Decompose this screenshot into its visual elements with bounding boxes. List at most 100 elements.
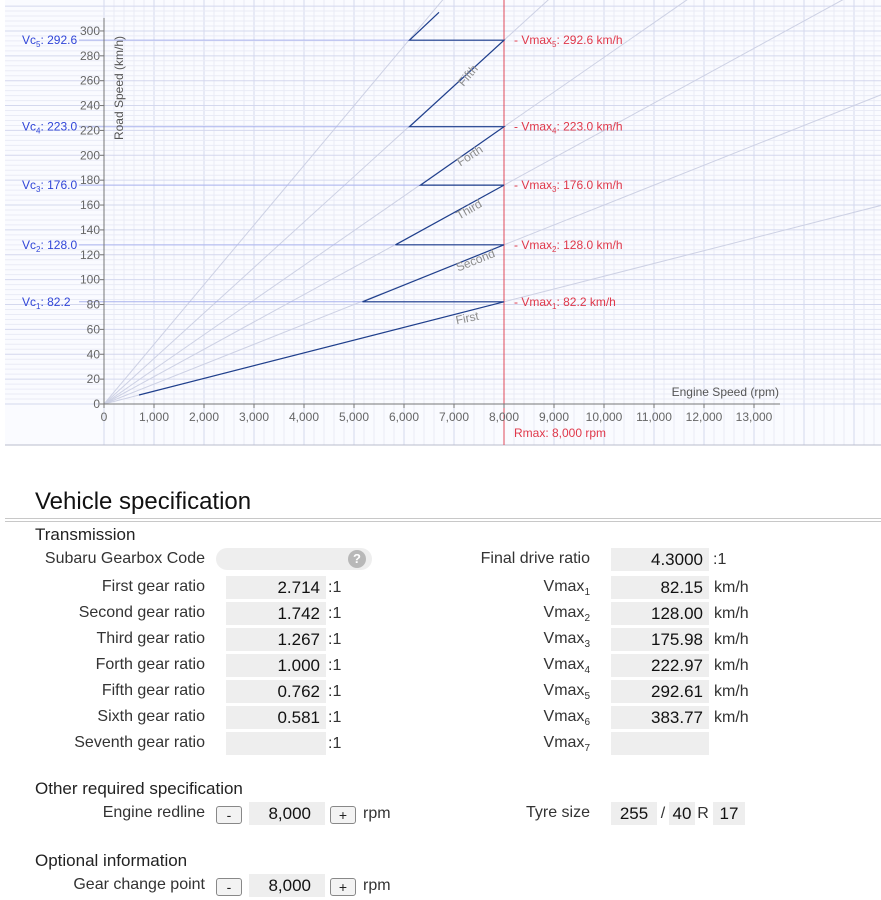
vmax-label-text: Vmax — [543, 578, 585, 595]
tyre-size-label: Tyre size — [525, 804, 590, 821]
section-divider-2 — [5, 521, 881, 522]
final-drive-unit: :1 — [713, 551, 727, 568]
y-tick-label: 140 — [80, 223, 100, 237]
vmax-unit: km/h — [714, 683, 749, 700]
gear-ratio-input[interactable]: 0.581 — [226, 706, 326, 729]
vmax-value — [611, 732, 709, 755]
gear-change-label: Gear change point — [73, 876, 205, 893]
vmax-label-text: Vmax — [543, 630, 585, 647]
section-title: Vehicle specification — [35, 488, 252, 515]
engine-redline-unit: rpm — [363, 805, 391, 822]
vmax-label-text: Vmax — [543, 656, 585, 673]
vmax-value: 175.98 — [611, 628, 709, 651]
vmax-label-text: Vmax — [543, 708, 585, 725]
vmax-label-text: Vmax — [543, 682, 585, 699]
y-axis-label: Road Speed (km/h) — [112, 36, 126, 140]
vmax-label-subscript: 4 — [584, 665, 590, 677]
gear-ratio-label: Third gear ratio — [96, 630, 206, 647]
y-tick-label: 60 — [87, 322, 101, 336]
vmax-annotation: - Vmax4: 223.0 km/h — [514, 120, 623, 136]
y-tick-label: 180 — [80, 173, 100, 187]
gear-change-input[interactable]: 8,000 — [249, 874, 325, 897]
vmax-annotation: - Vmax1: 82.2 km/h — [514, 295, 616, 311]
vmax-label: Vmax6 — [480, 708, 590, 728]
x-tick-label: 13,000 — [736, 410, 773, 424]
vmax-annotation: - Vmax3: 176.0 km/h — [514, 178, 623, 194]
gear-change-increment-button[interactable]: + — [330, 878, 356, 896]
engine-redline-input[interactable]: 8,000 — [249, 802, 325, 825]
gear-change-unit: rpm — [363, 877, 391, 894]
y-tick-label: 240 — [80, 99, 100, 113]
speed-chart: - Vmax1: 82.2 km/h Vc1: 82.2 - Vmax2: 128.… — [0, 0, 881, 447]
gear-ratio-input[interactable]: 1.742 — [226, 602, 326, 625]
gearbox-code-select[interactable] — [216, 548, 372, 570]
transmission-heading: Transmission — [35, 525, 136, 544]
gear-ratio-input[interactable]: 1.000 — [226, 654, 326, 677]
speed-chart-svg: - Vmax1: 82.2 km/h Vc1: 82.2 - Vmax2: 128.… — [5, 0, 881, 446]
x-tick-label: 7,000 — [439, 410, 469, 424]
vc-annotation: Vc1: 82.2 — [22, 295, 71, 311]
gear-ratio-unit: :1 — [328, 709, 342, 726]
tyre-rim-input[interactable]: 17 — [713, 802, 745, 825]
y-tick-label: 300 — [80, 24, 100, 38]
gear-sawtooth-line — [138, 11, 506, 396]
vmax-label-subscript: 2 — [584, 613, 590, 625]
x-tick-label: 9,000 — [539, 410, 569, 424]
gear-ratio-input[interactable] — [226, 732, 326, 755]
gear-ratio-unit: :1 — [328, 631, 342, 648]
x-tick-label: 6,000 — [389, 410, 419, 424]
tyre-separator: / — [660, 805, 666, 822]
engine-redline-label: Engine redline — [102, 804, 205, 821]
vmax-value: 128.00 — [611, 602, 709, 625]
redline-decrement-button[interactable]: - — [216, 806, 242, 824]
vmax-label: Vmax7 — [480, 734, 590, 754]
vmax-label: Vmax3 — [480, 630, 590, 650]
help-icon[interactable]: ? — [348, 550, 366, 568]
tyre-r-label: R — [697, 805, 709, 822]
gear-ratio-label: Seventh gear ratio — [74, 734, 205, 751]
y-tick-label: 280 — [80, 49, 100, 63]
x-tick-label: 2,000 — [189, 410, 219, 424]
y-tick-label: 0 — [93, 397, 100, 411]
x-axis-label: Engine Speed (rpm) — [672, 385, 779, 399]
other-spec-heading: Other required specification — [35, 779, 243, 798]
vmax-value: 222.97 — [611, 654, 709, 677]
section-divider — [5, 518, 881, 519]
vmax-label-subscript: 7 — [584, 743, 590, 755]
gear-ratio-input[interactable]: 1.267 — [226, 628, 326, 651]
final-drive-input[interactable]: 4.3000 — [611, 548, 709, 571]
redline-increment-button[interactable]: + — [330, 806, 356, 824]
vmax-value: 82.15 — [611, 576, 709, 599]
gear-ratio-unit: :1 — [328, 683, 342, 700]
vc-annotation: Vc4: 223.0 — [22, 120, 77, 136]
vmax-label-subscript: 5 — [584, 691, 590, 703]
vc-annotation: Vc5: 292.6 — [22, 33, 77, 49]
vmax-annotation: - Vmax5: 292.6 km/h — [514, 33, 623, 49]
x-tick-label: 11,000 — [636, 410, 672, 424]
tyre-aspect-input[interactable]: 40 — [669, 802, 695, 825]
vmax-label: Vmax1 — [480, 578, 590, 598]
vmax-label-subscript: 1 — [584, 587, 590, 599]
y-tick-label: 100 — [80, 273, 100, 287]
plot-background — [5, 0, 881, 445]
vmax-label-subscript: 3 — [584, 639, 590, 651]
x-tick-label: 1,000 — [139, 410, 169, 424]
gear-line-label: First — [454, 309, 480, 328]
vmax-label: Vmax2 — [480, 604, 590, 624]
vmax-label-text: Vmax — [543, 734, 585, 751]
y-tick-label: 80 — [87, 298, 101, 312]
vmax-unit: km/h — [714, 709, 749, 726]
tyre-width-input[interactable]: 255 — [611, 802, 657, 825]
vmax-unit: km/h — [714, 631, 749, 648]
gear-ratio-label: Second gear ratio — [78, 604, 205, 621]
gear-ratio-label: First gear ratio — [101, 578, 205, 595]
gear-ratio-unit: :1 — [328, 735, 342, 752]
y-tick-label: 20 — [87, 372, 101, 386]
y-tick-label: 260 — [80, 74, 100, 88]
gear-ratio-unit: :1 — [328, 579, 342, 596]
gear-ratio-label: Sixth gear ratio — [97, 708, 205, 725]
vc-annotation: Vc3: 176.0 — [22, 178, 77, 194]
gear-ratio-input[interactable]: 0.762 — [226, 680, 326, 703]
gear-ratio-input[interactable]: 2.714 — [226, 576, 326, 599]
gear-change-decrement-button[interactable]: - — [216, 878, 242, 896]
